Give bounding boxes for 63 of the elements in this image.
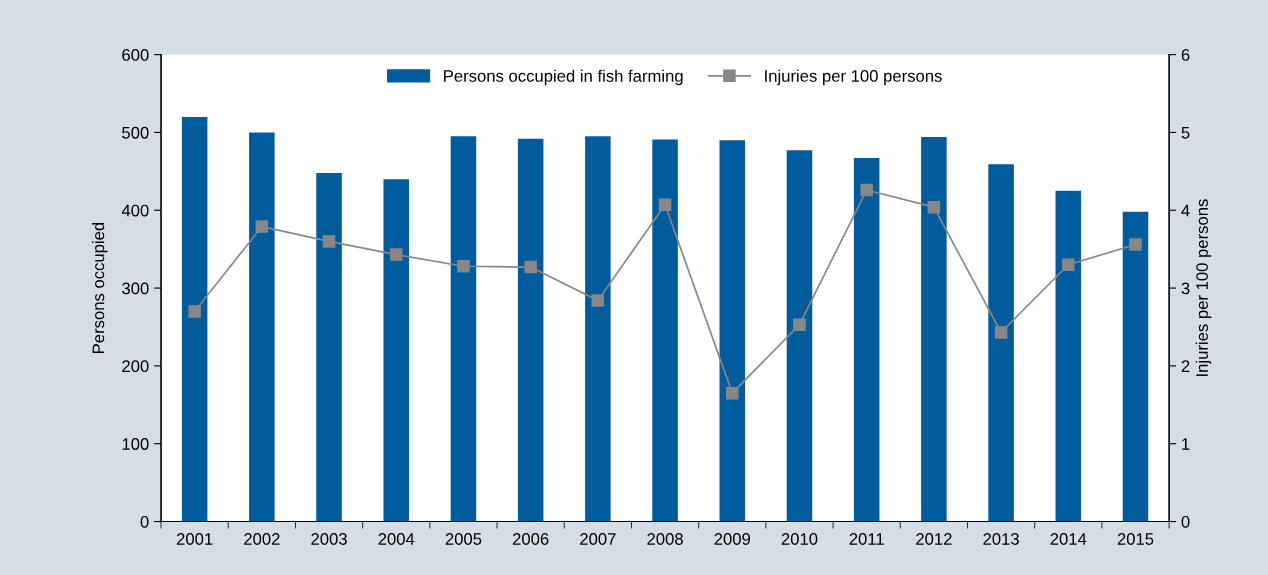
y-axis-title: Persons occupied	[92, 222, 108, 353]
x-tick-label: 2005	[445, 533, 482, 545]
point	[927, 200, 941, 214]
x-tick-label: 2011	[849, 533, 884, 545]
point	[658, 198, 672, 212]
x-tick-label: 2002	[244, 533, 280, 545]
bar	[450, 136, 477, 522]
bar	[988, 164, 1014, 522]
point	[591, 294, 605, 307]
y-tick-label: 200	[122, 360, 149, 373]
y-tick-label: 100	[122, 438, 149, 450]
bar	[719, 140, 746, 522]
bar	[786, 150, 813, 522]
x-tick-label: 2010	[781, 533, 818, 545]
point	[793, 318, 806, 331]
bar	[652, 139, 678, 522]
x-tick-label: 2009	[714, 533, 751, 545]
legend-label: Persons occupied in fish farming	[444, 69, 683, 86]
point	[994, 326, 1008, 339]
bar	[181, 116, 208, 522]
x-tick-label: 2014	[1050, 533, 1087, 545]
point	[860, 183, 873, 197]
y2-axis-title: Injuries per 100 persons	[1195, 199, 1212, 376]
point	[188, 305, 201, 318]
point	[1062, 258, 1075, 271]
y-tick-label: 300	[122, 282, 149, 295]
bar	[316, 172, 342, 522]
bar	[585, 136, 611, 522]
y2-tick-label: 4	[1181, 204, 1190, 217]
bar	[853, 158, 880, 522]
y2-tick-label: 2	[1181, 360, 1190, 372]
point	[726, 386, 739, 400]
legend-label: Injuries per 100 persons	[765, 69, 942, 86]
x-tick-label: 2007	[580, 533, 616, 545]
y2-tick-label: 1	[1182, 438, 1190, 450]
x-tick-label: 2003	[311, 533, 347, 545]
bar	[1055, 190, 1082, 522]
x-tick-label: 2008	[647, 533, 683, 545]
bar	[517, 138, 544, 522]
point	[322, 235, 336, 248]
y2-tick-label: 5	[1181, 127, 1190, 139]
x-tick-label: 2015	[1117, 533, 1154, 545]
point	[524, 260, 537, 274]
y-tick-label: 600	[122, 49, 149, 61]
point	[389, 248, 403, 261]
y2-tick-label: 3	[1181, 282, 1190, 295]
x-tick-label: 2004	[378, 533, 415, 545]
point	[457, 260, 470, 273]
y2-tick-label: 0	[1181, 515, 1190, 528]
bar	[383, 179, 410, 522]
y-tick-label: 400	[121, 204, 149, 217]
bar	[249, 132, 275, 522]
y2-tick-label: 6	[1181, 49, 1190, 61]
y-tick-label: 500	[122, 126, 149, 139]
y-tick-label: 0	[140, 515, 149, 528]
bar	[921, 137, 947, 522]
x-tick-label: 2012	[916, 533, 952, 545]
point	[1129, 238, 1142, 251]
x-tick-label: 2001	[176, 533, 213, 545]
x-tick-label: 2006	[512, 533, 549, 545]
x-tick-label: 2013	[983, 533, 1019, 545]
bar	[1122, 211, 1149, 522]
point	[255, 220, 269, 233]
